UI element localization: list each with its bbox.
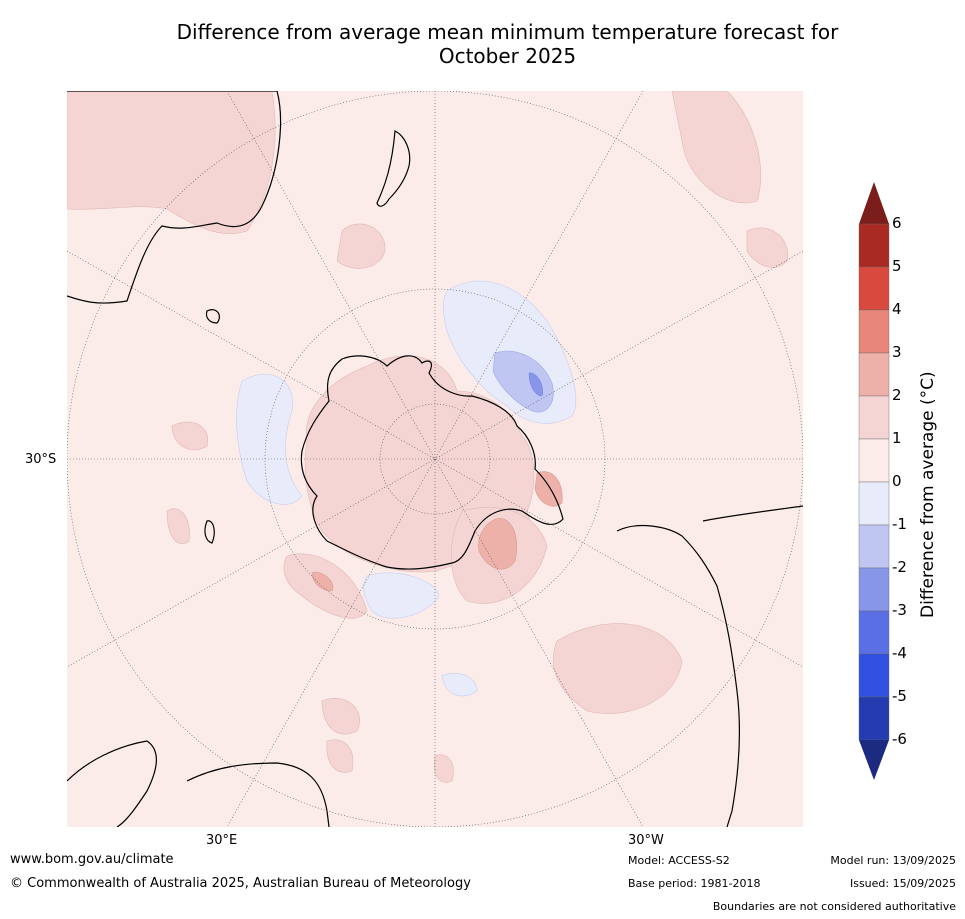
cool-region-south-atlantic	[363, 572, 440, 619]
anomaly-map	[67, 91, 803, 827]
colorbar-bin	[858, 223, 890, 268]
africa-coast	[67, 740, 330, 827]
colorbar-tick-label: -5	[892, 687, 907, 705]
warm-region-small-3	[326, 739, 354, 773]
colorbar-bin	[858, 266, 890, 311]
colorbar-label: Difference from average (°C)	[918, 371, 938, 618]
warm-region-small-2	[166, 508, 190, 544]
footer-disclaimer: Boundaries are not considered authoritat…	[712, 900, 956, 913]
graticule	[67, 91, 803, 827]
title-line-1: Difference from average mean minimum tem…	[176, 20, 839, 44]
new-zealand-coast	[376, 130, 411, 207]
colorbar-bin	[858, 438, 890, 483]
lon-label-30w: 30°W	[628, 833, 664, 848]
coldest-anomaly-regions	[528, 372, 543, 397]
colorbar-bin	[858, 696, 890, 741]
footer-copyright: © Commonwealth of Australia 2025, Austra…	[10, 876, 471, 891]
footer-issued: Issued: 15/09/2025	[849, 877, 956, 890]
colorbar-tick-label: 5	[892, 257, 902, 275]
colorbar-tick-label: 3	[892, 343, 902, 361]
colder-anomaly-regions	[492, 350, 554, 413]
warm-region-australia	[67, 91, 276, 235]
colorbar-bin	[858, 610, 890, 655]
coldest-region-ross-sea	[528, 372, 543, 397]
colorbar-tick-label: -6	[892, 730, 907, 748]
warm-region-atlantic	[553, 623, 683, 714]
colorbar-bin	[858, 309, 890, 354]
colorbar-tick-label: 0	[892, 472, 902, 490]
south-america-coast	[616, 505, 803, 827]
colorbar-bin	[858, 524, 890, 569]
warm-region-pacific-ne	[671, 91, 762, 204]
title-line-2: October 2025	[438, 44, 577, 68]
footer-site: www.bom.gov.au/climate	[10, 852, 174, 867]
colorbar-bin	[858, 481, 890, 526]
warmer-region-weddell	[478, 518, 517, 570]
colorbar-extend-bottom	[859, 740, 889, 780]
lat-label-30s: 30°S	[25, 452, 57, 467]
colorbar-tick-label: 2	[892, 386, 902, 404]
colorbar-tick-label: 1	[892, 429, 902, 447]
footer-base-period: Base period: 1981-2018	[628, 877, 761, 890]
colorbar-bin	[858, 653, 890, 698]
colorbar	[858, 182, 890, 780]
warm-region-small-4	[434, 754, 454, 783]
cool-region-small	[441, 672, 478, 697]
colder-region-ross-sea	[492, 350, 554, 413]
tasmania-coast	[205, 309, 220, 324]
colorbar-tick-label: -3	[892, 601, 907, 619]
australia-coast	[67, 91, 282, 304]
colorbar-tick-label: -2	[892, 558, 907, 576]
footer-model-run: Model run: 13/09/2025	[830, 854, 956, 867]
colorbar-bin	[858, 352, 890, 397]
antarctica-coast	[300, 355, 564, 570]
warm-region-nz	[336, 223, 386, 269]
colorbar-bin	[858, 567, 890, 612]
colorbar-bin	[858, 395, 890, 440]
warm-region-pacific-east	[746, 227, 788, 268]
colorbar-extend-top	[859, 182, 889, 224]
lon-label-30e: 30°E	[206, 833, 238, 848]
cool-region-indian	[236, 373, 303, 505]
madagascar-coast	[204, 520, 215, 544]
colorbar-tick-label: -1	[892, 515, 907, 533]
colorbar-swatches	[858, 182, 890, 780]
colorbar-tick-label: 6	[892, 214, 902, 232]
colorbar-tick-label: -4	[892, 644, 907, 662]
map-title: Difference from average mean minimum tem…	[60, 20, 955, 68]
warmer-region-indian	[311, 572, 334, 592]
colorbar-tick-label: 4	[892, 300, 902, 318]
warm-region-africa-south	[321, 698, 360, 735]
warm-region-small-1	[171, 421, 209, 451]
footer-model: Model: ACCESS-S2	[628, 854, 730, 867]
coastlines	[67, 91, 803, 827]
